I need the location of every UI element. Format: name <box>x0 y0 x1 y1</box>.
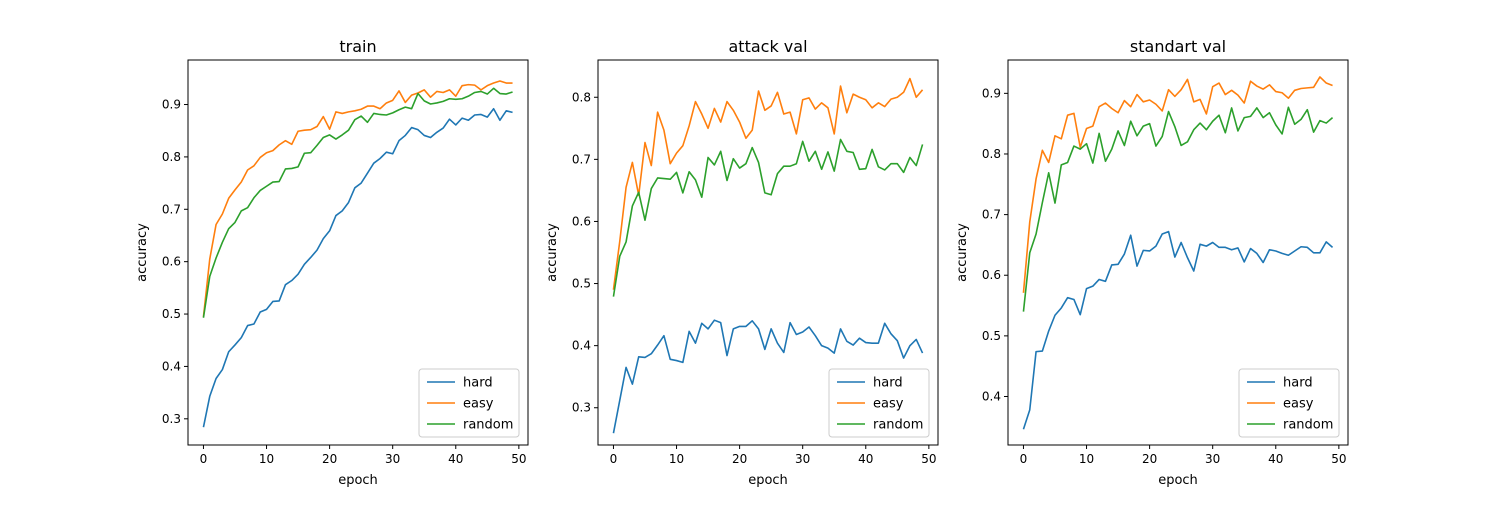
legend: hard easy random <box>418 368 520 438</box>
legend: hard easy random <box>828 368 930 438</box>
series-line-hard <box>202 107 513 428</box>
y-tick-label: 0.5 <box>982 329 1001 343</box>
y-axis-label: accuracy <box>955 223 970 282</box>
x-tick-label: 0 <box>1020 452 1028 466</box>
x-tick-label: 0 <box>610 452 618 466</box>
x-tick-label: 40 <box>448 452 463 466</box>
legend-label-hard: hard <box>463 376 493 391</box>
y-tick-label: 0.6 <box>572 214 591 228</box>
legend-label-hard: hard <box>1283 376 1313 391</box>
legend-box <box>1238 368 1340 438</box>
legend: hard easy random <box>1238 368 1340 438</box>
chart-panel-2: attack val 0 10 20 30 40 50 0.3 0.4 0.5 0.6 0.7 0.8 e… <box>545 37 939 488</box>
x-tick-label: 50 <box>1331 452 1346 466</box>
y-axis-label: accuracy <box>135 223 150 282</box>
x-axis-label: epoch <box>748 473 788 488</box>
x-tick-label: 0 <box>200 452 208 466</box>
y-tick-label: 0.3 <box>162 412 181 426</box>
chart-panel-3: standart val 0 10 20 30 40 50 0.4 0.5 0.6 0.7 0.8 0.… <box>955 37 1349 488</box>
y-tick-label: 0.6 <box>162 255 181 269</box>
axes-frame <box>597 59 939 446</box>
series-line-easy <box>202 80 513 317</box>
y-tick-label: 0.7 <box>162 202 181 216</box>
y-axis-label: accuracy <box>545 223 560 282</box>
chart-panel-1: train 0 10 20 30 40 50 0.3 0.4 0.5 0.6 0.7 0.8 0.9 epo… <box>135 37 529 488</box>
series-line-easy <box>612 77 924 290</box>
axes-frame <box>187 59 529 446</box>
x-tick-label: 50 <box>511 452 526 466</box>
y-tick-label: 0.5 <box>162 307 181 321</box>
y-tick-label: 0.8 <box>982 147 1001 161</box>
series-line-random <box>612 138 924 297</box>
y-tick-label: 0.7 <box>572 152 591 166</box>
x-tick-label: 10 <box>669 452 684 466</box>
series-line-hard <box>1022 230 1334 430</box>
y-tick-label: 0.5 <box>572 277 591 291</box>
series-line-easy <box>1022 76 1333 293</box>
series-line-random <box>1022 106 1334 312</box>
legend-label-easy: easy <box>463 397 494 412</box>
y-tick-label: 0.9 <box>982 86 1001 100</box>
legend-box <box>418 368 520 438</box>
chart-title: attack val <box>728 37 807 56</box>
x-tick-label: 50 <box>921 452 936 466</box>
y-tick-label: 0.6 <box>982 268 1001 282</box>
y-tick-label: 0.8 <box>572 90 591 104</box>
y-tick-label: 0.9 <box>162 98 181 112</box>
y-tick-label: 0.4 <box>572 339 591 353</box>
y-tick-label: 0.3 <box>572 401 591 415</box>
x-tick-label: 40 <box>1268 452 1283 466</box>
legend-box <box>828 368 930 438</box>
x-tick-label: 10 <box>259 452 274 466</box>
y-tick-label: 0.4 <box>162 359 181 373</box>
chart-title: standart val <box>1130 37 1226 56</box>
x-tick-label: 20 <box>732 452 747 466</box>
chart-title: train <box>339 37 376 56</box>
x-tick-label: 20 <box>322 452 337 466</box>
x-tick-label: 30 <box>795 452 810 466</box>
legend-label-random: random <box>463 418 513 433</box>
series-line-random <box>202 87 513 318</box>
x-axis-label: epoch <box>338 473 378 488</box>
x-axis-label: epoch <box>1158 473 1198 488</box>
x-tick-label: 40 <box>858 452 873 466</box>
x-tick-label: 10 <box>1079 452 1094 466</box>
x-tick-label: 20 <box>1142 452 1157 466</box>
legend-label-hard: hard <box>873 376 903 391</box>
y-tick-label: 0.4 <box>982 389 1001 403</box>
legend-label-random: random <box>873 418 923 433</box>
y-tick-label: 0.7 <box>982 208 1001 222</box>
y-tick-label: 0.8 <box>162 150 181 164</box>
legend-label-easy: easy <box>873 397 904 412</box>
series-line-hard <box>612 319 924 434</box>
legend-label-easy: easy <box>1283 397 1314 412</box>
x-tick-label: 30 <box>385 452 400 466</box>
x-tick-label: 30 <box>1205 452 1220 466</box>
axes-frame <box>1007 59 1349 446</box>
legend-label-random: random <box>1283 418 1333 433</box>
